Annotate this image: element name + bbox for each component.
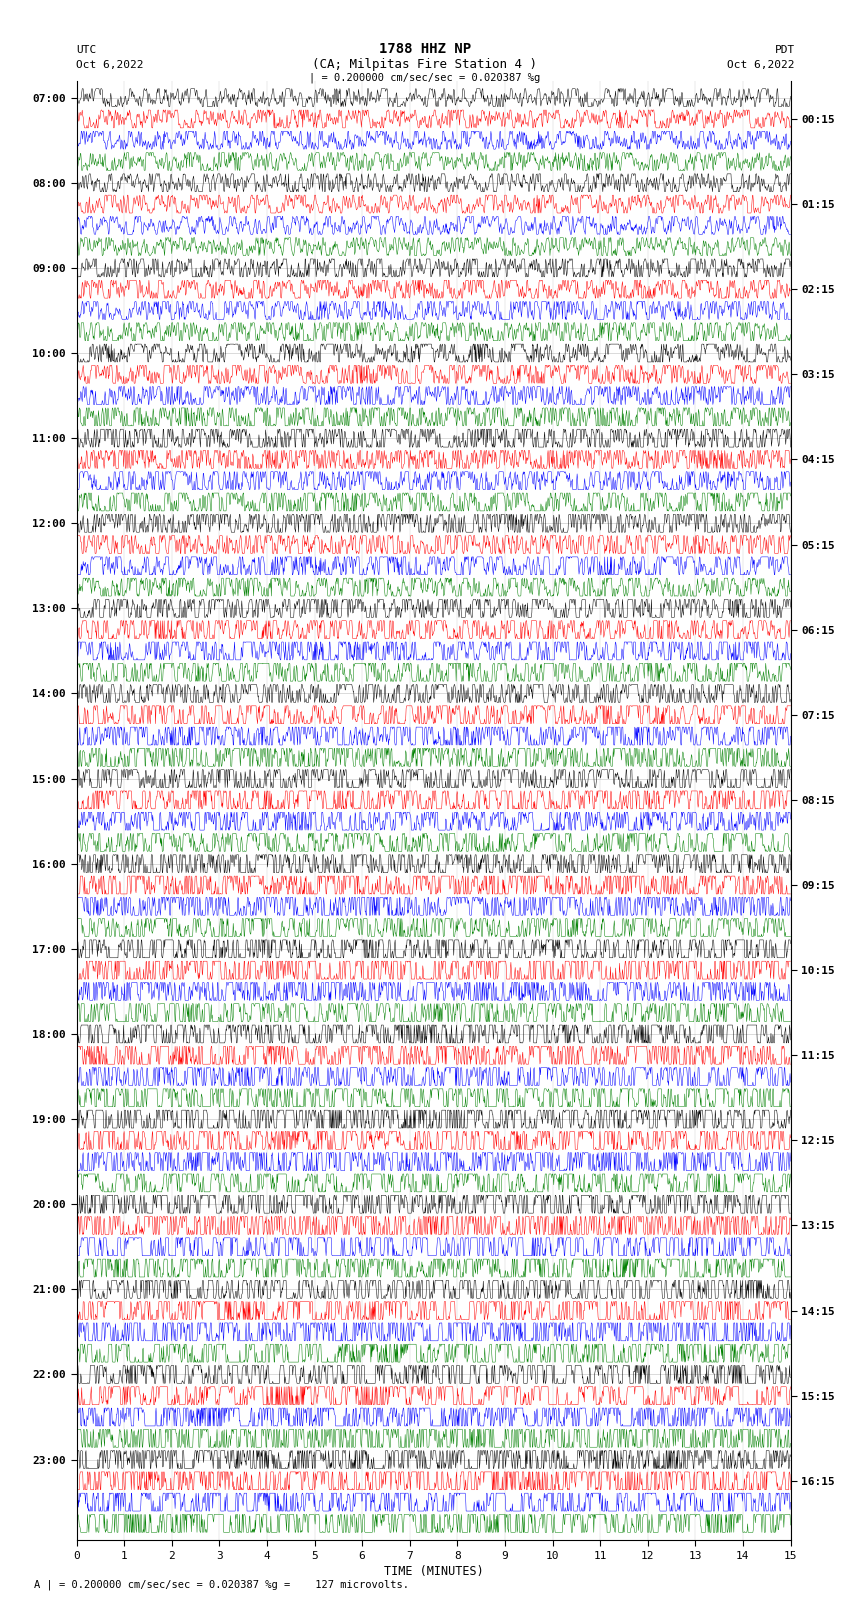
Text: | = 0.200000 cm/sec/sec = 0.020387 %g: | = 0.200000 cm/sec/sec = 0.020387 %g — [309, 73, 541, 84]
Text: (CA; Milpitas Fire Station 4 ): (CA; Milpitas Fire Station 4 ) — [313, 58, 537, 71]
X-axis label: TIME (MINUTES): TIME (MINUTES) — [383, 1565, 484, 1578]
Text: Oct 6,2022: Oct 6,2022 — [728, 60, 795, 69]
Text: 1788 HHZ NP: 1788 HHZ NP — [379, 42, 471, 56]
Text: Oct 6,2022: Oct 6,2022 — [76, 60, 144, 69]
Text: UTC: UTC — [76, 45, 97, 55]
Text: PDT: PDT — [774, 45, 795, 55]
Text: A | = 0.200000 cm/sec/sec = 0.020387 %g =    127 microvolts.: A | = 0.200000 cm/sec/sec = 0.020387 %g … — [34, 1579, 409, 1590]
